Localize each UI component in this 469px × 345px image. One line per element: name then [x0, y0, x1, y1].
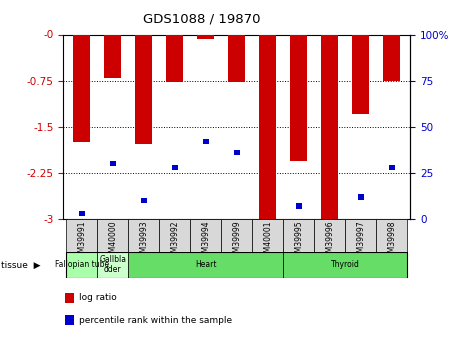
Bar: [129, 252, 283, 278]
Bar: [141, 198, 147, 204]
Bar: [259, 34, 276, 219]
Bar: [221, 219, 252, 252]
Bar: [389, 165, 395, 170]
Bar: [197, 34, 214, 39]
Text: log ratio: log ratio: [79, 293, 116, 302]
Text: GDS1088 / 19870: GDS1088 / 19870: [143, 12, 260, 25]
Bar: [105, 34, 121, 78]
Bar: [110, 161, 116, 167]
Bar: [234, 150, 240, 155]
Bar: [228, 34, 245, 82]
Bar: [321, 34, 338, 219]
Bar: [73, 34, 91, 142]
Text: GSM40000: GSM40000: [108, 221, 117, 262]
Bar: [283, 219, 314, 252]
Text: GSM39994: GSM39994: [201, 221, 211, 262]
Text: GSM39995: GSM39995: [295, 221, 303, 262]
Bar: [314, 219, 345, 252]
Text: Heart: Heart: [195, 260, 217, 269]
Text: GSM39999: GSM39999: [232, 221, 242, 262]
Bar: [79, 211, 85, 216]
Bar: [383, 34, 401, 81]
Text: GSM39992: GSM39992: [170, 221, 179, 262]
Text: GSM39991: GSM39991: [77, 221, 86, 262]
Text: Thyroid: Thyroid: [331, 260, 360, 269]
Bar: [98, 252, 129, 278]
Bar: [159, 219, 190, 252]
Text: GSM39997: GSM39997: [356, 221, 365, 262]
Bar: [252, 219, 283, 252]
Bar: [190, 219, 221, 252]
Bar: [358, 194, 364, 200]
Bar: [166, 34, 183, 82]
Text: GSM39993: GSM39993: [139, 221, 148, 262]
Text: GSM39996: GSM39996: [325, 221, 334, 262]
Bar: [345, 219, 376, 252]
Bar: [203, 139, 209, 144]
Text: Fallopian tube: Fallopian tube: [55, 260, 109, 269]
Text: GSM39998: GSM39998: [387, 221, 396, 262]
Bar: [67, 219, 98, 252]
Bar: [290, 34, 307, 161]
Bar: [296, 204, 302, 209]
Bar: [136, 34, 152, 144]
Text: GSM40001: GSM40001: [263, 221, 272, 262]
Text: Gallbla
dder: Gallbla dder: [99, 255, 126, 275]
Text: tissue  ▶: tissue ▶: [1, 260, 41, 269]
Bar: [283, 252, 407, 278]
Bar: [98, 219, 129, 252]
Bar: [67, 252, 98, 278]
Bar: [172, 165, 178, 170]
Bar: [352, 34, 369, 115]
Text: percentile rank within the sample: percentile rank within the sample: [79, 316, 232, 325]
Bar: [376, 219, 407, 252]
Bar: [129, 219, 159, 252]
